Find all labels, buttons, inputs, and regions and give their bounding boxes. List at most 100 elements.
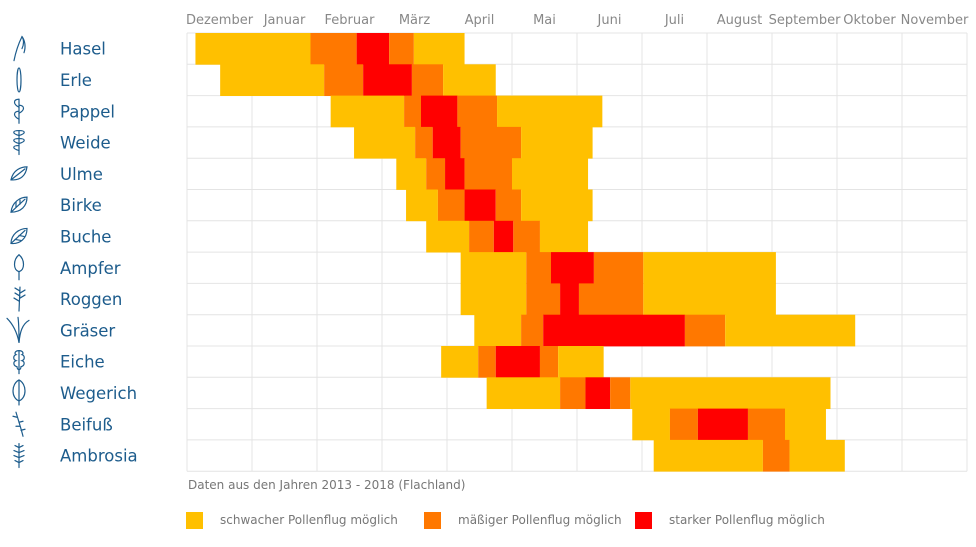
hazel-catkin-icon <box>13 35 26 62</box>
pollen-bar-weak <box>789 439 845 472</box>
month-label: Januar <box>263 13 306 28</box>
month-label: November <box>901 13 969 28</box>
mugwort-stalk-icon <box>12 411 26 437</box>
pollen-bar-moderate <box>411 64 444 96</box>
legend-swatch-weak <box>186 511 203 529</box>
pollen-bar-strong <box>560 283 579 316</box>
pollen-bar-moderate <box>610 377 631 409</box>
plant-label: Erle <box>60 71 92 90</box>
pollen-bar-weak <box>643 283 776 316</box>
rye-ear-icon <box>13 286 26 312</box>
pollen-bar-weak <box>406 189 438 222</box>
pollen-bar-weak <box>632 408 670 441</box>
elm-leaf-icon <box>10 166 28 181</box>
pollen-bar-weak <box>460 252 527 284</box>
pollen-bar-moderate <box>747 408 785 441</box>
pollen-bar-moderate <box>457 95 498 128</box>
pollen-bar-weak <box>725 314 856 347</box>
plant-label: Beifuß <box>60 415 113 434</box>
pollen-bar-strong <box>363 64 412 96</box>
chart-bars <box>195 33 856 472</box>
pollen-bar-weak <box>330 95 405 128</box>
pollen-bar-moderate <box>404 95 421 128</box>
pollen-bar-strong <box>495 346 540 378</box>
month-label: September <box>769 13 842 28</box>
plant-label: Buche <box>60 227 111 246</box>
pollen-bar-moderate <box>578 283 644 316</box>
pollen-bar-moderate <box>437 189 465 222</box>
legend-swatch-moderate <box>424 511 441 529</box>
pollen-bar-moderate <box>513 220 540 253</box>
pollen-bar-weak <box>785 408 826 441</box>
pollen-bar-moderate <box>495 189 522 222</box>
pollen-bar-weak <box>486 377 561 409</box>
pollen-bar-weak <box>512 158 589 190</box>
sorrel-leaf-icon <box>13 253 25 281</box>
pollen-bar-moderate <box>526 252 551 284</box>
plant-label: Pappel <box>60 102 115 121</box>
pollen-bar-strong <box>585 377 611 409</box>
plant-label: Wegerich <box>60 384 137 403</box>
pollen-bar-moderate <box>460 126 522 159</box>
pollen-bar-weak <box>521 126 593 159</box>
pollen-bar-weak <box>558 346 604 378</box>
pollen-bar-weak <box>460 283 527 316</box>
pollen-bar-strong <box>432 126 461 159</box>
pollen-bar-weak <box>497 95 603 128</box>
source-note: Daten aus den Jahren 2013 - 2018 (Flachl… <box>188 478 466 492</box>
pollen-bar-weak <box>441 346 479 378</box>
pollen-bar-moderate <box>464 158 512 190</box>
month-label: August <box>717 13 763 28</box>
legend-item-moderate: mäßiger Pollenflug möglich <box>424 510 622 530</box>
pollen-bar-moderate <box>762 439 790 472</box>
legend-label-weak: schwacher Pollenflug möglich <box>220 513 398 527</box>
pollen-bar-moderate <box>593 252 644 284</box>
pollen-bar-weak <box>396 158 427 190</box>
pollen-bar-strong <box>421 95 458 128</box>
pollen-bar-moderate <box>310 33 357 65</box>
pollen-bar-moderate <box>426 158 446 190</box>
pollen-bar-moderate <box>324 64 364 96</box>
pollen-bar-weak <box>354 126 416 159</box>
pollen-bar-weak <box>653 439 763 472</box>
pollen-bar-strong <box>543 314 685 347</box>
legend-swatch-strong <box>635 511 652 529</box>
month-label: Juni <box>597 13 622 28</box>
plant-label: Weide <box>60 134 111 153</box>
month-label: Mai <box>533 13 556 28</box>
pollen-bar-strong <box>551 252 594 284</box>
legend-item-weak: schwacher Pollenflug möglich <box>186 510 398 530</box>
pollen-bar-strong <box>445 158 465 190</box>
month-label: Dezember <box>186 13 254 28</box>
plant-label: Hasel <box>60 40 106 59</box>
ambrosia-plant-icon <box>13 442 25 469</box>
plant-label: Ampfer <box>60 259 121 278</box>
plant-label: Eiche <box>60 353 105 372</box>
plant-label: Ambrosia <box>60 447 138 466</box>
legend-item-strong: starker Pollenflug möglich <box>635 510 825 530</box>
grass-icon <box>6 316 30 343</box>
pollen-bar-weak <box>539 220 589 253</box>
legend-label-strong: starker Pollenflug möglich <box>669 513 825 527</box>
month-label: Juli <box>664 13 684 28</box>
pollen-bar-moderate <box>560 377 586 409</box>
pollen-bar-weak <box>426 220 470 253</box>
pollen-bar-moderate <box>526 283 561 316</box>
pollen-bar-strong <box>464 189 496 222</box>
birch-leaf-icon <box>10 196 28 213</box>
month-axis: Dezember Januar Februar März April Mai Juni Jul… <box>186 13 969 28</box>
month-label: März <box>399 13 431 28</box>
pollen-bar-strong <box>697 408 748 441</box>
pollen-bar-weak <box>630 377 831 409</box>
beech-leaf-icon <box>10 227 28 245</box>
pollen-bar-weak <box>643 252 776 284</box>
pollen-bar-weak <box>521 189 593 222</box>
pollen-bar-moderate <box>539 346 559 378</box>
pollen-bar-strong <box>493 220 514 253</box>
pollen-bar-moderate <box>669 408 698 441</box>
pollen-bar-strong <box>356 33 390 65</box>
plant-label: Gräser <box>60 321 115 340</box>
month-label: April <box>465 13 495 28</box>
poplar-branch-icon <box>13 98 25 124</box>
pollen-bar-moderate <box>469 220 494 253</box>
